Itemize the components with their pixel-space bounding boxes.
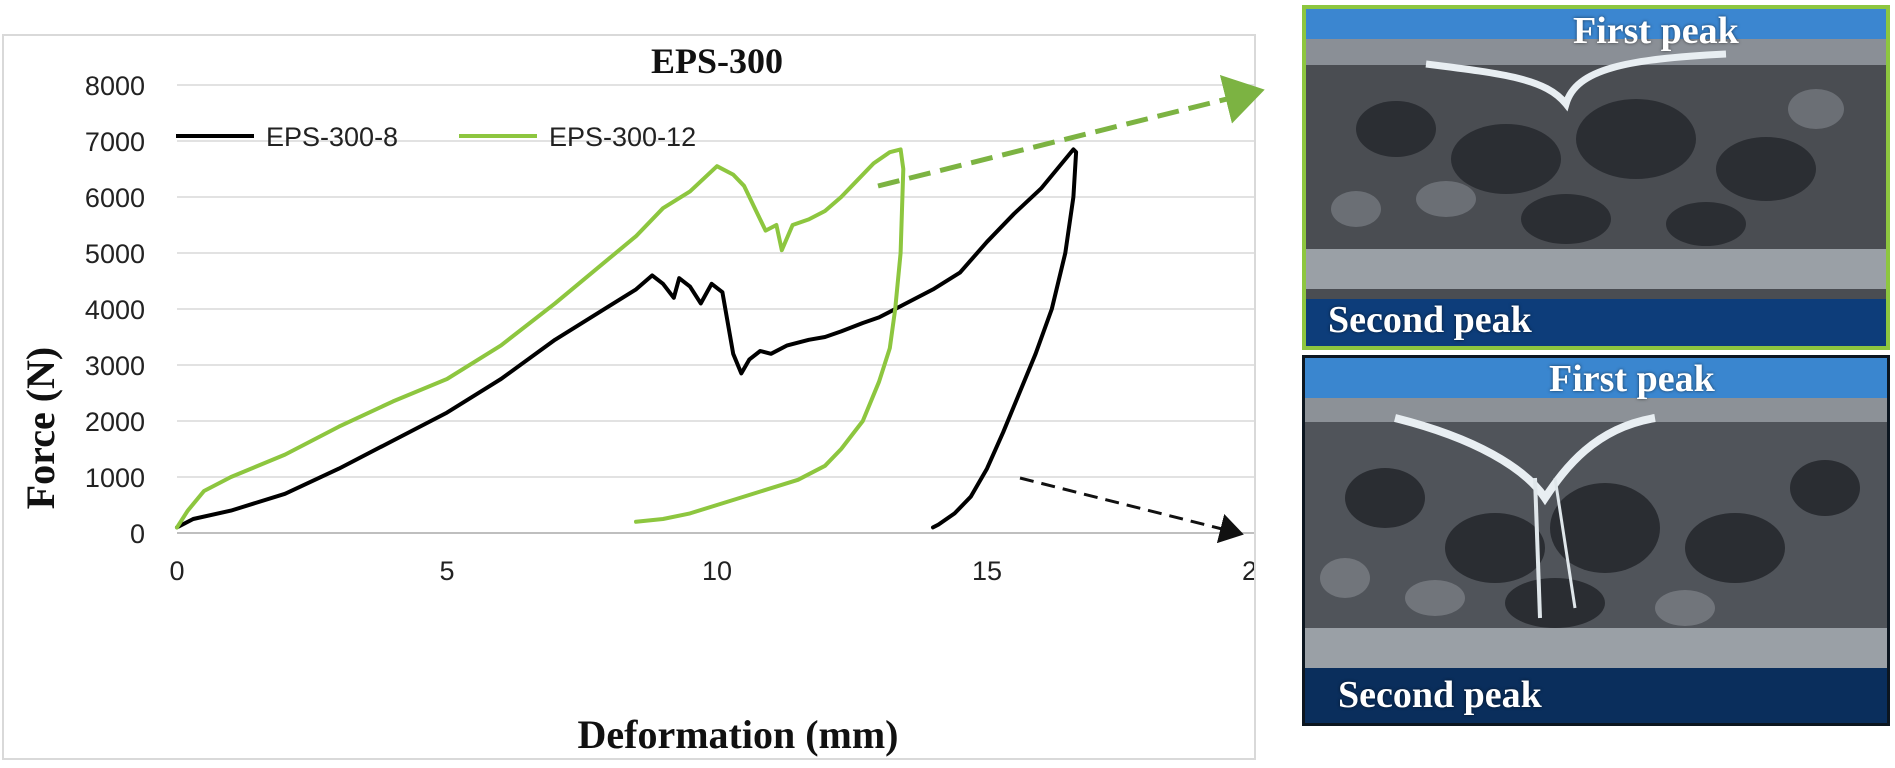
top-photo-first-peak-label: First peak xyxy=(1573,10,1739,52)
legend-label-eps-300-8: EPS-300-8 xyxy=(266,122,398,152)
chart-panel: 0 1000 2000 3000 4000 5000 6000 7000 8000 0 5 10 15… xyxy=(2,34,1256,760)
series-lines xyxy=(175,147,1079,530)
y-tick-label: 5000 xyxy=(85,239,145,269)
x-tick-label: 15 xyxy=(972,556,1002,586)
legend: EPS-300-8 EPS-300-12 xyxy=(176,122,696,152)
x-tick-label: 20 xyxy=(1242,556,1254,586)
y-tick-label: 2000 xyxy=(85,407,145,437)
y-tick-labels: 0 1000 2000 3000 4000 5000 6000 7000 8000 xyxy=(85,71,145,549)
y-tick-label: 0 xyxy=(130,519,145,549)
legend-label-eps-300-12: EPS-300-12 xyxy=(549,122,696,152)
y-tick-label: 1000 xyxy=(85,463,145,493)
bottom-photo-first-peak-label: First peak xyxy=(1549,358,1715,400)
y-tick-label: 3000 xyxy=(85,351,145,381)
x-tick-label: 0 xyxy=(169,556,184,586)
x-tick-labels: 0 5 10 15 20 xyxy=(169,556,1254,586)
y-axis-label: Force (N) xyxy=(18,347,63,510)
force-deformation-chart: 0 1000 2000 3000 4000 5000 6000 7000 8000 0 5 10 15… xyxy=(18,41,1254,757)
x-axis-label: Deformation (mm) xyxy=(578,712,899,757)
y-tick-label: 6000 xyxy=(85,183,145,213)
chart-title: EPS-300 xyxy=(651,41,783,81)
x-tick-label: 5 xyxy=(439,556,454,586)
series-line-eps-300-8 xyxy=(175,147,1079,530)
grid xyxy=(177,84,1254,534)
y-tick-label: 7000 xyxy=(85,127,145,157)
top-photo-second-peak-label: Second peak xyxy=(1328,299,1532,341)
x-tick-label: 10 xyxy=(702,556,732,586)
specimen-photo-eps-300-12: First peak Second peak xyxy=(1302,5,1890,350)
bottom-photo-second-peak-label: Second peak xyxy=(1338,674,1542,716)
series-line-eps-300-12 xyxy=(175,147,906,530)
specimen-image-bottom xyxy=(1305,358,1887,723)
specimen-photo-eps-300-8: First peak Second peak xyxy=(1302,355,1890,726)
specimen-image-top xyxy=(1306,9,1886,346)
y-tick-label: 8000 xyxy=(85,71,145,101)
y-tick-label: 4000 xyxy=(85,295,145,325)
